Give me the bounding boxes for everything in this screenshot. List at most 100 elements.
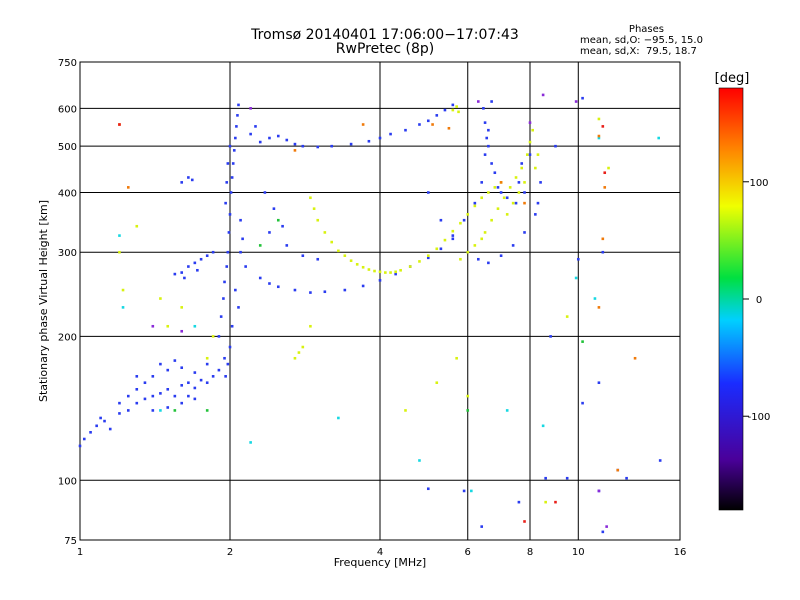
data-point bbox=[276, 134, 280, 138]
data-point bbox=[435, 114, 439, 117]
data-point bbox=[337, 249, 340, 253]
data-point bbox=[462, 489, 466, 493]
data-point bbox=[625, 476, 628, 480]
data-point bbox=[249, 107, 252, 110]
data-point bbox=[378, 270, 382, 274]
data-point bbox=[293, 149, 297, 152]
data-point bbox=[227, 231, 231, 234]
data-point bbox=[435, 247, 439, 251]
data-point bbox=[337, 416, 340, 420]
data-point bbox=[230, 324, 234, 328]
data-point bbox=[457, 110, 460, 114]
data-point bbox=[190, 178, 194, 182]
data-point bbox=[228, 144, 232, 148]
data-point bbox=[505, 196, 509, 200]
data-point bbox=[309, 196, 312, 200]
data-point bbox=[135, 388, 139, 391]
data-point bbox=[183, 276, 186, 280]
colorbar-tick-label: 0 bbox=[756, 295, 762, 306]
x-tick-label: 8 bbox=[527, 547, 533, 558]
data-point bbox=[219, 315, 223, 318]
data-point bbox=[95, 424, 98, 428]
data-point bbox=[502, 196, 506, 200]
data-point bbox=[108, 427, 112, 431]
data-point bbox=[426, 254, 430, 258]
data-point bbox=[103, 419, 106, 423]
data-point bbox=[528, 140, 532, 144]
data-point bbox=[211, 375, 215, 378]
grid-lines bbox=[80, 62, 680, 540]
data-point bbox=[244, 265, 247, 268]
y-tick-label: 200 bbox=[58, 332, 77, 343]
data-point bbox=[523, 201, 526, 205]
data-point bbox=[451, 234, 455, 237]
data-point bbox=[205, 254, 209, 258]
data-point bbox=[309, 324, 312, 328]
y-axis-ticks: 75 100 200 300 400 500 600 750 bbox=[58, 58, 77, 547]
data-point bbox=[426, 256, 430, 260]
data-point bbox=[166, 388, 170, 391]
data-point bbox=[180, 306, 184, 309]
data-point bbox=[499, 181, 503, 184]
data-point bbox=[426, 119, 430, 123]
data-point bbox=[459, 221, 462, 225]
data-point bbox=[480, 525, 484, 528]
data-point bbox=[404, 128, 407, 132]
data-point bbox=[487, 144, 490, 148]
data-point bbox=[258, 244, 262, 247]
data-point bbox=[534, 166, 537, 170]
x-tick-label: 2 bbox=[227, 547, 233, 558]
data-point bbox=[603, 186, 607, 189]
data-point bbox=[404, 409, 407, 412]
data-point bbox=[330, 240, 334, 244]
data-point bbox=[118, 234, 121, 237]
data-point bbox=[514, 201, 518, 205]
data-point bbox=[166, 368, 170, 372]
data-point bbox=[235, 125, 238, 128]
data-point bbox=[118, 412, 121, 415]
data-point bbox=[373, 269, 376, 273]
data-point bbox=[601, 250, 605, 254]
data-point bbox=[473, 201, 477, 205]
data-point bbox=[228, 345, 232, 349]
data-point bbox=[349, 259, 353, 262]
data-point bbox=[482, 107, 485, 110]
data-point bbox=[544, 476, 547, 480]
data-point bbox=[593, 297, 597, 300]
data-point bbox=[451, 108, 455, 112]
data-point bbox=[323, 231, 327, 234]
data-point bbox=[223, 280, 226, 284]
data-point bbox=[276, 218, 280, 222]
y-axis-label: Stationary phase Virtual Height [km] bbox=[37, 200, 50, 402]
data-point bbox=[466, 394, 470, 398]
data-point bbox=[99, 416, 102, 420]
data-point bbox=[633, 356, 637, 360]
data-point bbox=[159, 409, 162, 412]
data-point bbox=[394, 272, 397, 276]
data-point bbox=[490, 218, 493, 222]
data-point bbox=[525, 153, 529, 156]
data-point bbox=[276, 285, 280, 289]
data-point bbox=[234, 136, 237, 140]
data-point bbox=[316, 218, 320, 222]
data-point bbox=[603, 171, 607, 175]
data-point bbox=[480, 196, 484, 200]
y-tick-label: 400 bbox=[58, 188, 77, 199]
data-point bbox=[451, 229, 455, 233]
data-point bbox=[205, 356, 209, 360]
data-point bbox=[581, 96, 584, 100]
data-point bbox=[228, 213, 232, 216]
data-point bbox=[361, 265, 365, 269]
data-point bbox=[367, 139, 371, 143]
data-point bbox=[343, 288, 347, 292]
data-point bbox=[166, 324, 170, 328]
data-point bbox=[483, 231, 487, 234]
data-point bbox=[166, 406, 170, 409]
data-point bbox=[309, 291, 312, 294]
data-point bbox=[581, 340, 584, 343]
data-point bbox=[490, 162, 493, 165]
data-point bbox=[355, 263, 359, 266]
data-point bbox=[601, 237, 605, 241]
data-point bbox=[480, 237, 484, 241]
data-point bbox=[230, 176, 234, 179]
